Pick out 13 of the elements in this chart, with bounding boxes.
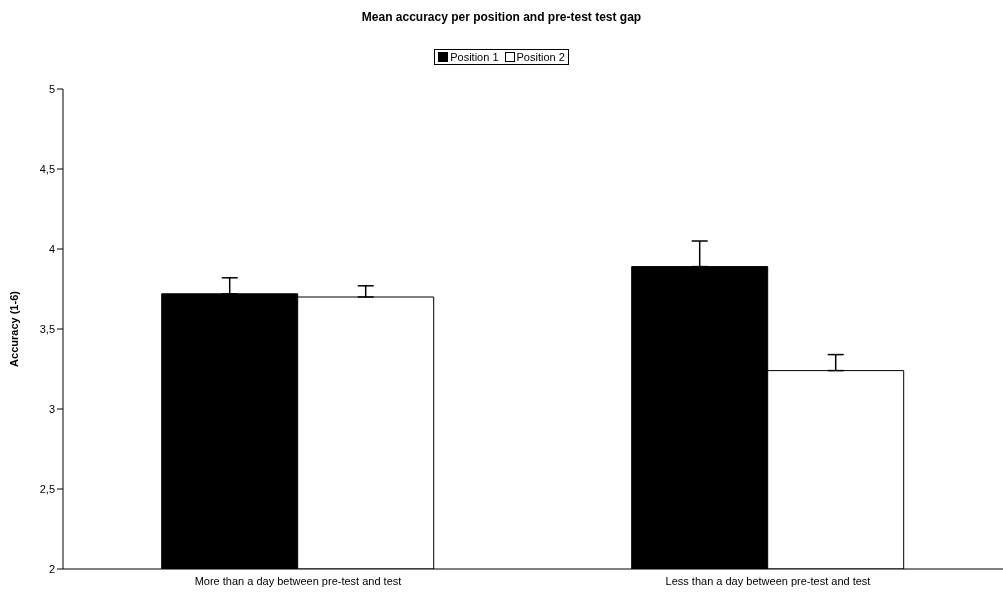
y-tick-label: 3,5 (39, 322, 55, 335)
y-tick-label: 2,5 (39, 482, 55, 495)
legend-label: Position 1 (449, 51, 499, 63)
y-tick-label: 5 (48, 82, 55, 95)
y-axis-title: Accuracy (1-6) (7, 290, 20, 367)
y-tick-label: 3 (48, 402, 55, 415)
x-tick-label: Less than a day between pre-test and test (665, 574, 871, 587)
y-tick-label: 4,5 (39, 162, 55, 175)
x-tick-label: More than a day between pre-test and test (194, 574, 402, 587)
y-tick-label: 2 (48, 562, 55, 575)
legend-label: Position 2 (515, 51, 565, 63)
chart-title: Mean accuracy per position and pre-test test gap (360, 10, 643, 24)
y-tick-label: 4 (48, 242, 55, 255)
